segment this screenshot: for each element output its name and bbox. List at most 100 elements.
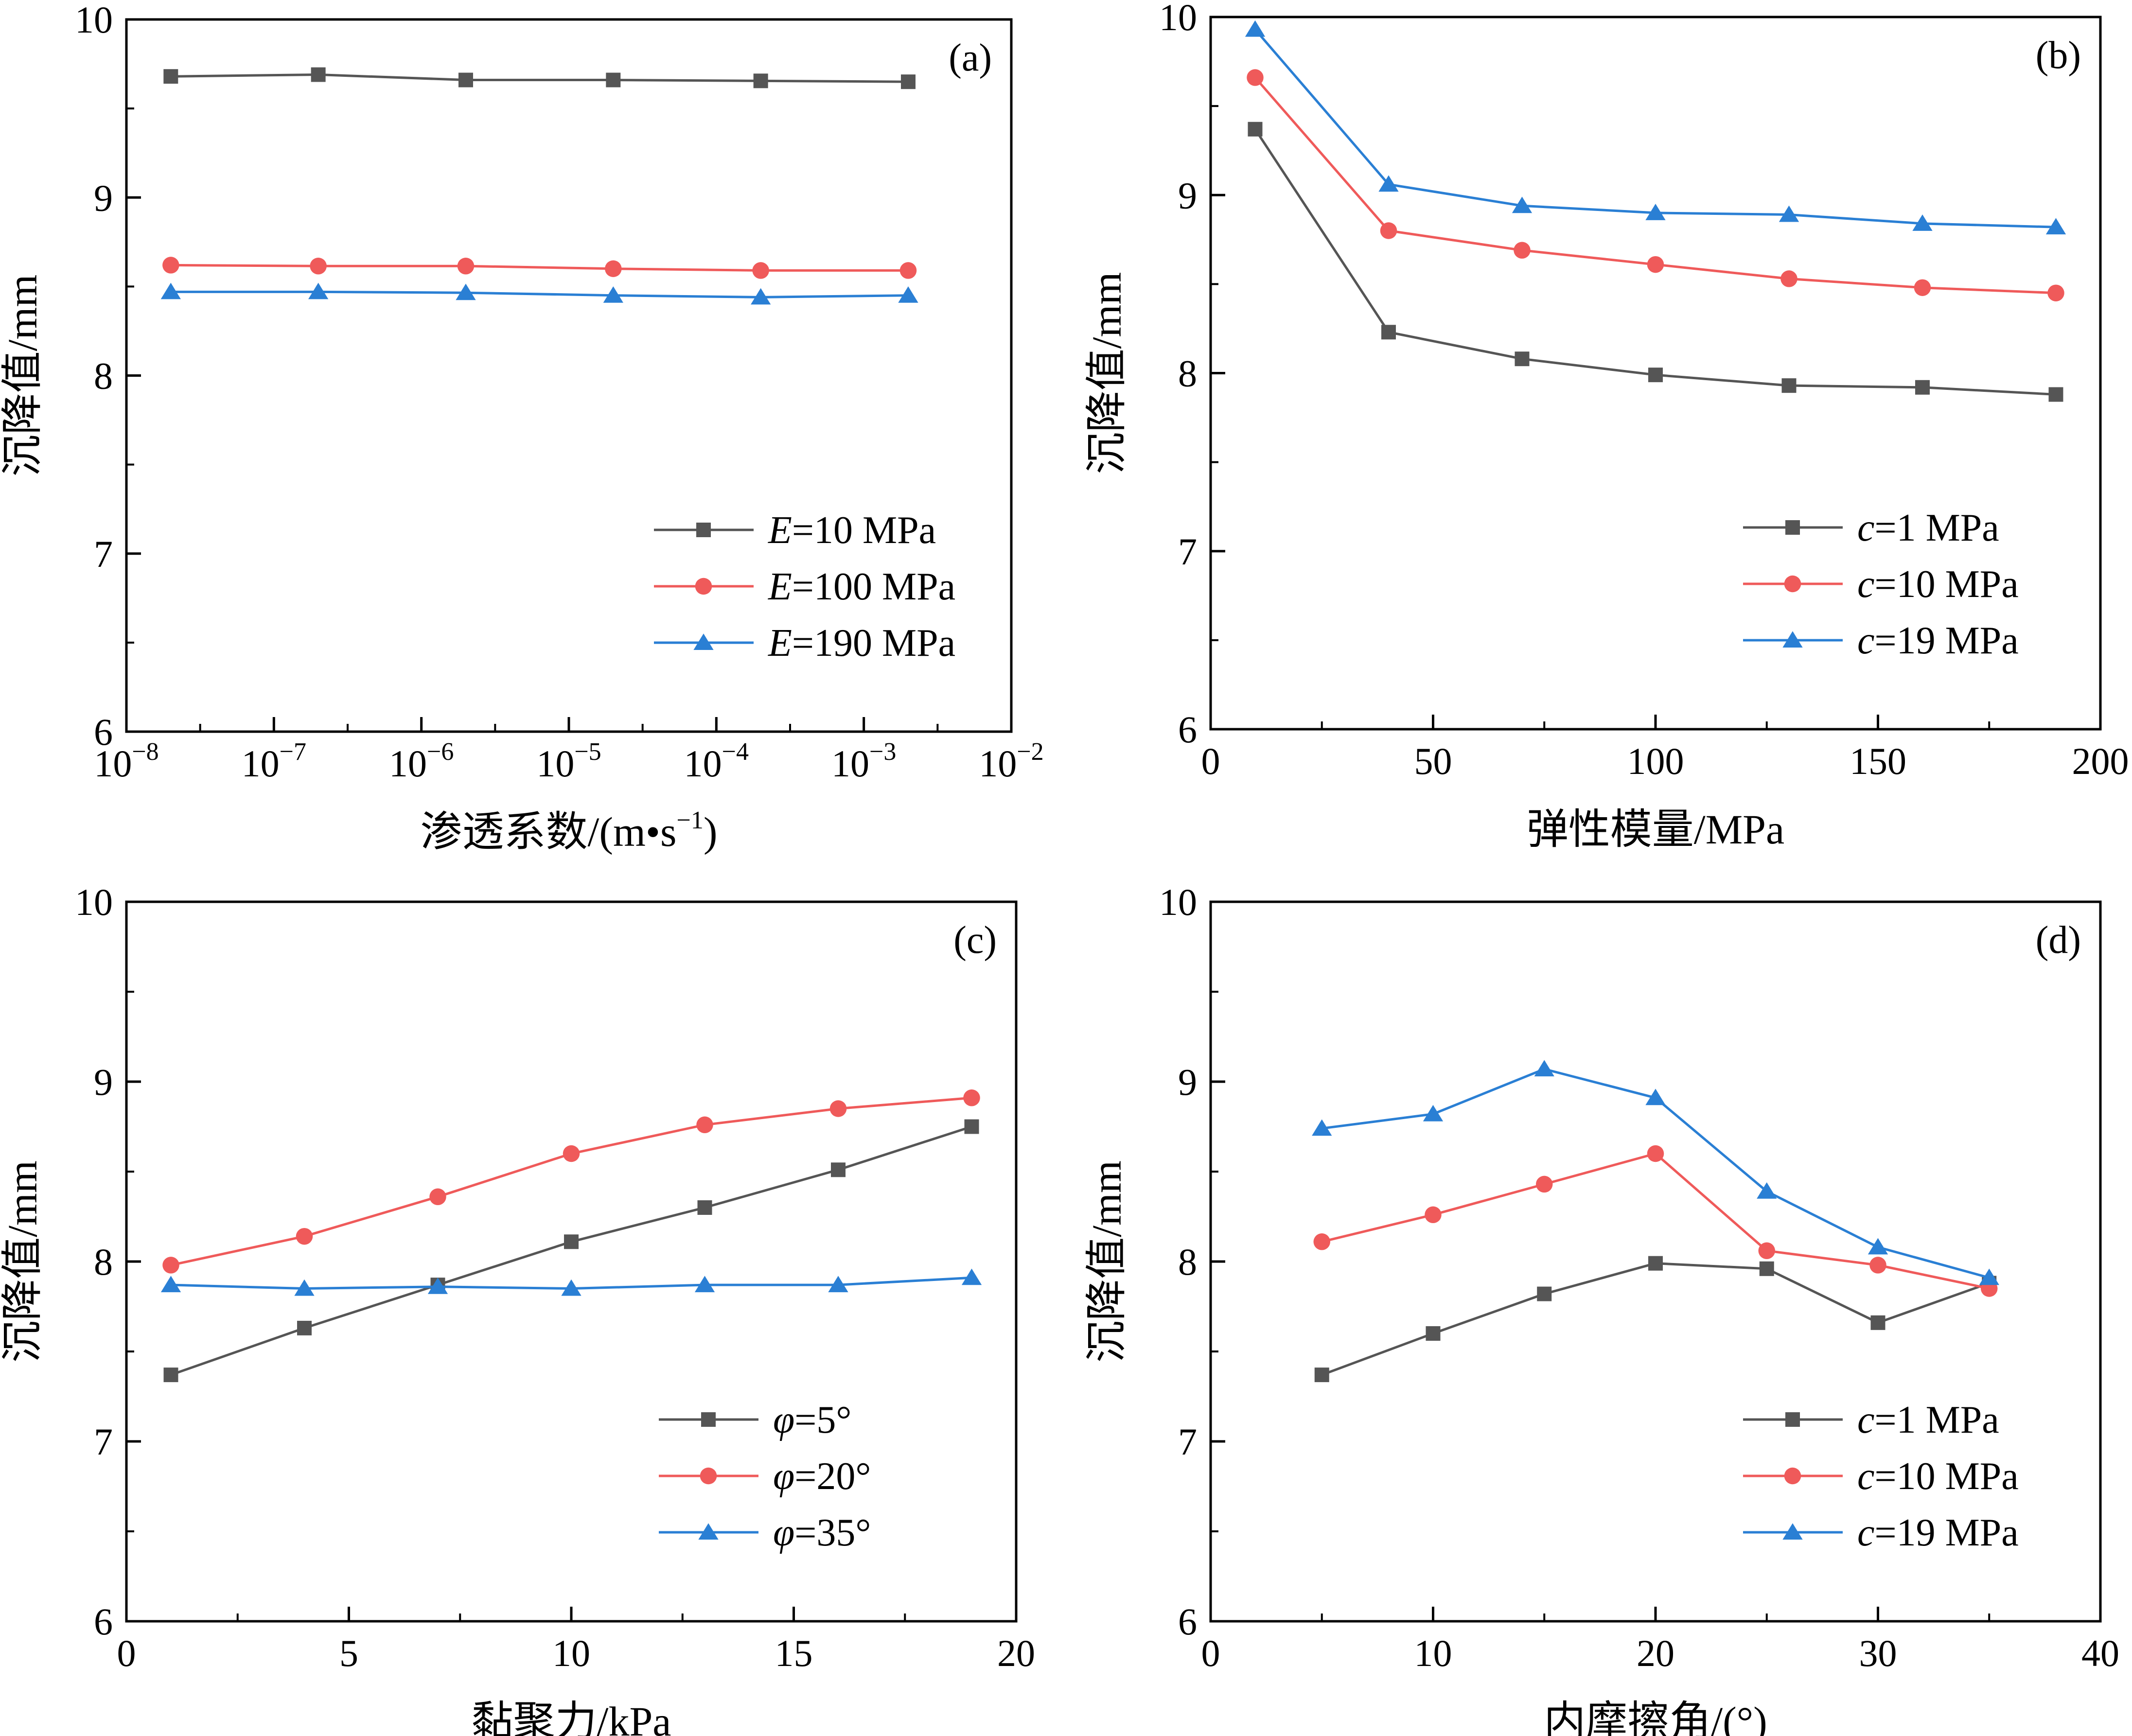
x-tick-label: 0 (117, 1632, 136, 1674)
y-axis-title: 沉降值/mm (1083, 1160, 1130, 1363)
data-point-series-2 (162, 1257, 179, 1274)
data-point-series-1 (697, 1200, 712, 1215)
series-line-1 (171, 73, 908, 83)
data-point-series-3 (1757, 1182, 1777, 1199)
series-line-3 (171, 290, 909, 298)
data-point-series-3 (1779, 205, 1799, 222)
data-point-series-3 (1378, 175, 1399, 192)
legend-marker-3 (1782, 631, 1803, 648)
y-tick-label: 6 (94, 1600, 113, 1643)
y-tick-label: 10 (1159, 0, 1197, 38)
data-point-series-3 (694, 1276, 715, 1293)
data-point-series-3 (1645, 204, 1666, 220)
data-point-series-1 (163, 69, 178, 84)
data-point-series-3 (1245, 20, 1266, 37)
y-tick-label: 9 (94, 1061, 113, 1103)
y-tick-label: 9 (1178, 174, 1197, 216)
data-point-series-1 (831, 1162, 846, 1177)
data-point-series-1 (1648, 1256, 1663, 1271)
plot-frame (125, 900, 1018, 1623)
panel-c: 6 7 8 9 10 0 5 10 15 20 黏聚力/kPa 沉降值/mm (c) φ=5° φ=20° φ… (0, 881, 1035, 1736)
data-point-series-3 (294, 1279, 315, 1296)
data-point-series-2 (1247, 69, 1264, 86)
series-line-1 (1321, 1262, 1990, 1376)
data-point-series-3 (898, 286, 918, 303)
legend-marker-2 (695, 578, 712, 595)
x-tick-label: 200 (2072, 740, 2129, 782)
data-point-series-2 (1514, 242, 1531, 259)
data-point-series-1 (1314, 1368, 1329, 1383)
data-point-series-1 (297, 1320, 312, 1335)
legend-marker-3 (693, 633, 714, 650)
data-point-series-1 (1248, 122, 1263, 137)
data-point-series-3 (1312, 1119, 1332, 1136)
data-point-series-3 (160, 1276, 181, 1293)
legend-label-2: E=100 MPa (768, 565, 955, 608)
data-point-series-3 (456, 283, 476, 300)
x-axis-title: 渗透系数/(m•s−1) (421, 807, 718, 855)
x-tick-label: 10−3 (831, 738, 896, 785)
data-point-series-3 (751, 288, 771, 305)
data-point-series-1 (1870, 1315, 1885, 1330)
data-point-series-2 (752, 262, 769, 279)
data-point-series-1 (1759, 1261, 1774, 1276)
legend-marker-1 (1785, 1412, 1800, 1427)
x-tick-label: 5 (339, 1632, 358, 1674)
y-tick-label: 6 (1178, 1600, 1197, 1643)
data-point-series-2 (1647, 256, 1664, 273)
panel-label: (c) (953, 919, 997, 962)
legend-marker-1 (696, 523, 711, 537)
y-tick-label: 8 (94, 355, 113, 397)
legend-label-1: φ=5° (773, 1399, 851, 1441)
data-point-series-1 (163, 1368, 178, 1383)
x-tick-label: 20 (1637, 1632, 1674, 1674)
series-line-1 (170, 1125, 972, 1376)
x-axis-title: 弹性模量/MPa (1527, 806, 1784, 853)
data-point-series-2 (1425, 1206, 1442, 1224)
data-point-series-2 (829, 1100, 847, 1117)
y-tick-label: 10 (75, 0, 113, 41)
y-tick-label: 7 (94, 1420, 113, 1463)
data-point-series-3 (1912, 214, 1933, 231)
x-axis-title: 黏聚力/kPa (472, 1698, 671, 1736)
data-point-series-3 (603, 286, 623, 303)
data-point-series-1 (900, 74, 916, 89)
data-point-series-1 (1781, 378, 1797, 393)
y-axis-title: 沉降值/mm (1083, 272, 1130, 474)
x-axis-title: 内摩擦角/(°) (1544, 1698, 1767, 1736)
data-point-series-1 (564, 1234, 579, 1249)
data-point-series-3 (1512, 196, 1533, 213)
data-point-series-2 (296, 1227, 313, 1245)
data-point-series-2 (563, 1145, 580, 1162)
legend-label-3: c=19 MPa (1857, 1511, 2019, 1554)
x-tick-label: 40 (2081, 1632, 2119, 1674)
data-point-series-3 (961, 1268, 982, 1285)
y-tick-label: 6 (94, 711, 113, 753)
data-point-series-2 (696, 1116, 713, 1134)
y-tick-label: 9 (1178, 1061, 1197, 1103)
legend-label-3: E=190 MPa (768, 622, 955, 665)
y-tick-label: 8 (94, 1241, 113, 1283)
panel-label: (b) (2036, 34, 2081, 77)
y-tick-label: 8 (1178, 352, 1197, 395)
x-tick-label: 30 (1859, 1632, 1897, 1674)
legend-marker-3 (1782, 1523, 1803, 1540)
y-tick-label: 7 (94, 533, 113, 575)
data-point-series-2 (1380, 222, 1397, 239)
data-point-series-2 (899, 262, 917, 279)
data-point-series-1 (1515, 351, 1530, 367)
legend-label-3: φ=35° (773, 1511, 871, 1554)
x-tick-label: 10 (552, 1632, 590, 1674)
data-point-series-1 (606, 72, 621, 88)
data-point-series-1 (1915, 380, 1930, 395)
x-tick-label: 10 (1414, 1632, 1452, 1674)
x-tick-label: 0 (1201, 740, 1220, 782)
data-point-series-3 (561, 1279, 581, 1296)
legend-marker-2 (1784, 1467, 1801, 1485)
y-tick-label: 6 (1178, 708, 1197, 751)
data-point-series-2 (963, 1089, 980, 1106)
data-point-series-2 (1313, 1233, 1330, 1250)
data-point-series-2 (1758, 1242, 1775, 1260)
